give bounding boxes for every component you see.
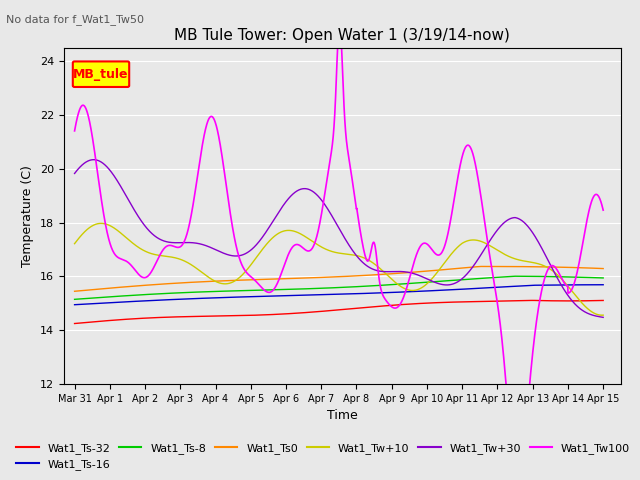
Wat1_Ts-32 bbox=[98, 318, 106, 324]
Wat1_Ts-16 bbox=[487, 285, 495, 290]
Wat1_Tw+10 bbox=[314, 242, 322, 248]
Wat1_Tw+10 bbox=[487, 243, 495, 249]
Wat1_Tw+10 bbox=[97, 220, 105, 226]
Legend: Wat1_Ts-32, Wat1_Ts-16, Wat1_Ts-8, Wat1_Ts0, Wat1_Tw+10, Wat1_Tw+30, Wat1_Tw100: Wat1_Ts-32, Wat1_Ts-16, Wat1_Ts-8, Wat1_… bbox=[12, 438, 635, 474]
Wat1_Tw+30 bbox=[584, 311, 592, 316]
Wat1_Ts0 bbox=[476, 264, 484, 269]
Wat1_Ts-8 bbox=[584, 275, 592, 280]
Wat1_Tw+30 bbox=[328, 213, 336, 219]
Wat1_Ts-8 bbox=[511, 273, 519, 279]
Wat1_Ts-16 bbox=[98, 300, 106, 306]
Wat1_Ts-8 bbox=[599, 275, 607, 281]
Wat1_Tw100 bbox=[584, 212, 592, 217]
Wat1_Ts0 bbox=[584, 265, 592, 271]
X-axis label: Time: Time bbox=[327, 409, 358, 422]
Wat1_Tw+30 bbox=[584, 311, 592, 316]
Wat1_Ts-8 bbox=[71, 297, 79, 302]
Wat1_Tw100 bbox=[98, 198, 106, 204]
Wat1_Ts-32 bbox=[71, 321, 79, 326]
Wat1_Tw+30 bbox=[599, 314, 607, 320]
Wat1_Ts-16 bbox=[599, 282, 607, 288]
Wat1_Tw+10 bbox=[71, 241, 79, 247]
Wat1_Ts0 bbox=[487, 264, 495, 269]
Wat1_Tw+10 bbox=[584, 306, 592, 312]
Wat1_Tw+30 bbox=[71, 170, 79, 176]
Line: Wat1_Ts-8: Wat1_Ts-8 bbox=[75, 276, 603, 300]
Wat1_Tw+10 bbox=[598, 312, 605, 318]
Wat1_Ts0 bbox=[584, 265, 592, 271]
Title: MB Tule Tower: Open Water 1 (3/19/14-now): MB Tule Tower: Open Water 1 (3/19/14-now… bbox=[175, 28, 510, 43]
Wat1_Ts-32 bbox=[487, 299, 495, 304]
Wat1_Ts-32 bbox=[599, 298, 607, 303]
Wat1_Tw+30 bbox=[98, 159, 106, 165]
Text: No data for f_Wat1_Tw50: No data for f_Wat1_Tw50 bbox=[6, 14, 145, 25]
Wat1_Ts0 bbox=[98, 286, 106, 292]
Wat1_Tw100 bbox=[71, 128, 79, 134]
Wat1_Ts-8 bbox=[584, 275, 592, 280]
Wat1_Tw100 bbox=[328, 147, 335, 153]
Wat1_Ts-16 bbox=[71, 302, 79, 308]
Wat1_Ts-16 bbox=[328, 291, 335, 297]
Wat1_Ts0 bbox=[599, 266, 607, 272]
Wat1_Tw100 bbox=[584, 211, 592, 216]
Wat1_Ts-16 bbox=[584, 282, 592, 288]
Wat1_Tw100 bbox=[336, 19, 344, 24]
Y-axis label: Temperature (C): Temperature (C) bbox=[22, 165, 35, 267]
Wat1_Tw+30 bbox=[90, 157, 97, 163]
Wat1_Ts-8 bbox=[98, 295, 106, 300]
Wat1_Ts-32 bbox=[314, 309, 321, 314]
Wat1_Tw+10 bbox=[328, 249, 336, 254]
Wat1_Ts-32 bbox=[584, 298, 592, 304]
Wat1_Ts-8 bbox=[487, 275, 495, 281]
Line: Wat1_Tw+30: Wat1_Tw+30 bbox=[75, 160, 603, 317]
Wat1_Ts-16 bbox=[584, 282, 591, 288]
FancyBboxPatch shape bbox=[73, 61, 129, 87]
Wat1_Tw100 bbox=[487, 261, 495, 267]
Wat1_Ts-32 bbox=[328, 308, 335, 313]
Wat1_Tw+30 bbox=[314, 193, 322, 199]
Wat1_Tw+10 bbox=[584, 306, 592, 312]
Text: MB_tule: MB_tule bbox=[73, 68, 129, 81]
Wat1_Ts0 bbox=[314, 275, 321, 280]
Line: Wat1_Tw100: Wat1_Tw100 bbox=[75, 22, 603, 480]
Wat1_Tw+10 bbox=[98, 220, 106, 226]
Wat1_Ts0 bbox=[328, 274, 335, 280]
Line: Wat1_Tw+10: Wat1_Tw+10 bbox=[75, 223, 603, 315]
Wat1_Tw+10 bbox=[599, 312, 607, 318]
Wat1_Tw100 bbox=[599, 207, 607, 213]
Wat1_Ts-16 bbox=[314, 292, 321, 298]
Wat1_Ts-8 bbox=[314, 286, 321, 291]
Wat1_Ts-8 bbox=[328, 285, 335, 291]
Wat1_Ts0 bbox=[71, 288, 79, 294]
Line: Wat1_Ts-32: Wat1_Ts-32 bbox=[75, 300, 603, 324]
Wat1_Tw100 bbox=[314, 230, 321, 236]
Line: Wat1_Ts0: Wat1_Ts0 bbox=[75, 266, 603, 291]
Wat1_Ts-32 bbox=[529, 298, 537, 303]
Wat1_Ts-32 bbox=[584, 298, 592, 304]
Line: Wat1_Ts-16: Wat1_Ts-16 bbox=[75, 285, 603, 305]
Wat1_Tw+30 bbox=[487, 236, 495, 242]
